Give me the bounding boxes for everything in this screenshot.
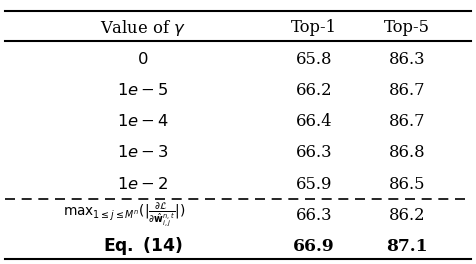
Text: Top-5: Top-5 [384,19,430,36]
Text: 86.5: 86.5 [389,176,425,192]
Text: 66.9: 66.9 [293,238,335,255]
Text: 86.3: 86.3 [389,51,425,68]
Text: $1e-3$: $1e-3$ [117,144,169,161]
Text: $1e-4$: $1e-4$ [117,113,169,130]
Text: 65.8: 65.8 [296,51,332,68]
Text: $1e-5$: $1e-5$ [117,82,169,99]
Text: 65.9: 65.9 [296,176,332,192]
Text: 86.7: 86.7 [389,82,425,99]
Text: 86.2: 86.2 [389,207,425,224]
Text: $1e-2$: $1e-2$ [117,176,169,192]
Text: 66.3: 66.3 [296,207,332,224]
Text: 87.1: 87.1 [386,238,428,255]
Text: Top-1: Top-1 [291,19,337,36]
Text: $0$: $0$ [137,51,149,68]
Text: 66.2: 66.2 [296,82,332,99]
Text: 66.3: 66.3 [296,144,332,161]
Text: $\mathbf{Eq.\ (14)}$: $\mathbf{Eq.\ (14)}$ [103,235,182,257]
Text: 86.8: 86.8 [389,144,425,161]
Text: $\mathrm{max}_{1\leq j\leq M^n}(|\frac{\partial\mathcal{L}}{\partial\hat{\mathbf: $\mathrm{max}_{1\leq j\leq M^n}(|\frac{\… [62,201,185,229]
Text: Value of $\gamma$: Value of $\gamma$ [100,18,186,38]
Text: 86.7: 86.7 [389,113,425,130]
Text: 66.4: 66.4 [296,113,332,130]
